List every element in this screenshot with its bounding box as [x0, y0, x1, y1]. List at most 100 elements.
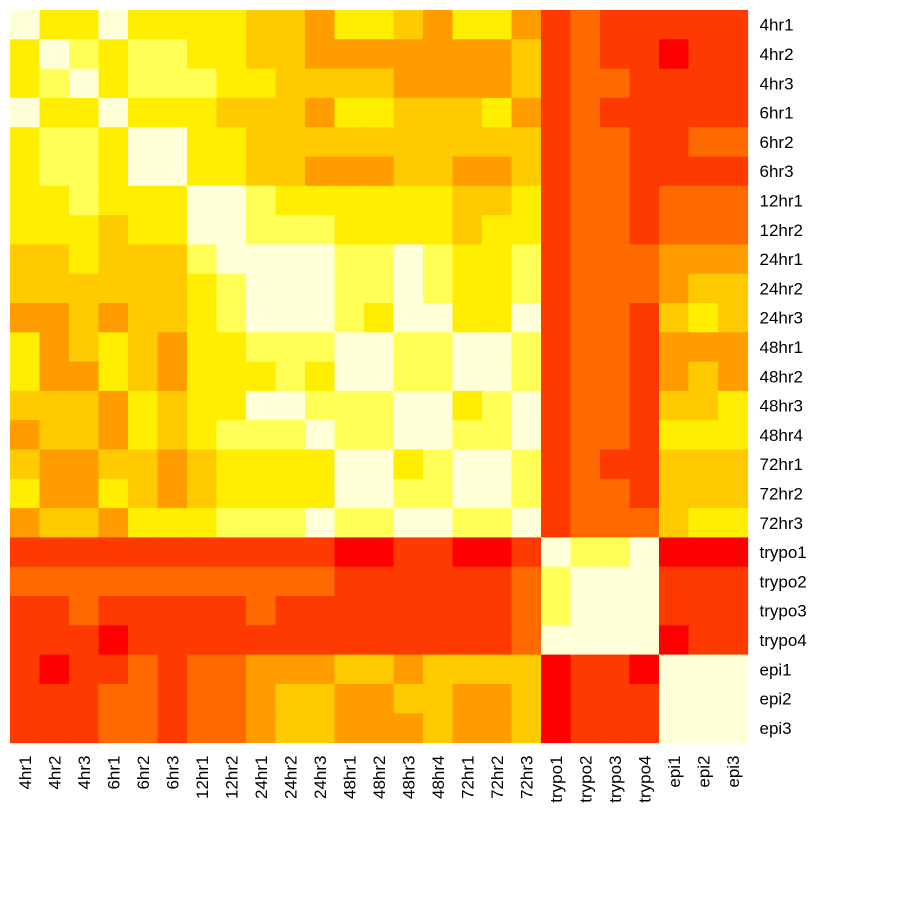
heatmap-cell — [246, 215, 277, 245]
heatmap-cell — [275, 127, 306, 158]
heatmap-cell — [39, 332, 70, 363]
heatmap-cell — [128, 215, 159, 245]
heatmap-cell — [393, 332, 424, 363]
heatmap-cell — [246, 508, 277, 538]
heatmap-cell — [688, 185, 719, 216]
heatmap-cell — [69, 244, 100, 275]
heatmap-cell — [629, 361, 660, 392]
heatmap-cell — [688, 10, 719, 40]
heatmap-cell — [246, 390, 277, 421]
heatmap-cell — [629, 68, 660, 99]
heatmap-cell — [511, 449, 542, 480]
heatmap-cell — [482, 332, 513, 363]
heatmap-cell — [688, 156, 719, 187]
heatmap-cell — [334, 537, 365, 568]
heatmap-cell — [659, 596, 690, 626]
column-label: 48hr3 — [399, 756, 418, 799]
heatmap-cell — [718, 537, 749, 568]
heatmap-cell — [393, 97, 424, 128]
heatmap-cell — [364, 127, 395, 158]
heatmap-cell — [187, 713, 218, 744]
heatmap-cell — [718, 713, 749, 744]
heatmap-cell — [10, 566, 41, 597]
heatmap-cell — [452, 478, 483, 509]
heatmap-cell — [629, 449, 660, 480]
heatmap-cell — [541, 303, 572, 333]
heatmap-cell — [39, 566, 70, 597]
heatmap-cell — [305, 537, 336, 568]
heatmap-cell — [393, 361, 424, 392]
heatmap-cell — [541, 625, 572, 656]
heatmap-cell — [187, 449, 218, 480]
heatmap-cell — [452, 273, 483, 304]
row-label: 72hr1 — [760, 455, 803, 474]
heatmap-cell — [187, 97, 218, 128]
heatmap-cell — [128, 361, 159, 392]
column-label: 4hr3 — [75, 756, 94, 790]
heatmap-cell — [39, 156, 70, 187]
heatmap-cell — [659, 390, 690, 421]
heatmap-cell — [69, 508, 100, 538]
heatmap-cell — [541, 449, 572, 480]
heatmap-cell — [511, 596, 542, 626]
heatmap-cell — [275, 273, 306, 304]
heatmap-cell — [187, 127, 218, 158]
heatmap-cell — [187, 420, 218, 451]
heatmap-cell — [482, 156, 513, 187]
heatmap-cell — [511, 683, 542, 714]
heatmap-cell — [629, 566, 660, 597]
heatmap-cell — [246, 303, 277, 333]
heatmap-cell — [570, 713, 601, 744]
heatmap-cell — [511, 390, 542, 421]
heatmap-cell — [98, 127, 129, 158]
heatmap-cell — [98, 508, 129, 538]
heatmap-cell — [157, 156, 188, 187]
heatmap-cell — [482, 390, 513, 421]
heatmap-cell — [334, 303, 365, 333]
column-label: 24hr1 — [252, 756, 271, 799]
heatmap-cell — [334, 244, 365, 275]
heatmap-cell — [39, 68, 70, 99]
heatmap-cell — [718, 303, 749, 333]
heatmap-cell — [305, 68, 336, 99]
row-label: 48hr2 — [760, 367, 803, 386]
heatmap-cell — [157, 713, 188, 744]
heatmap-cell — [688, 244, 719, 275]
heatmap-cell — [98, 303, 129, 333]
heatmap-cell — [157, 449, 188, 480]
heatmap-cell — [393, 215, 424, 245]
heatmap-cell — [69, 390, 100, 421]
heatmap-cell — [511, 273, 542, 304]
heatmap-cell — [541, 537, 572, 568]
heatmap-cell — [629, 713, 660, 744]
heatmap-cell — [393, 654, 424, 685]
heatmap-cell — [718, 185, 749, 216]
heatmap-cell — [98, 654, 129, 685]
heatmap-cell — [246, 596, 277, 626]
column-label: 48hr4 — [429, 756, 448, 799]
heatmap-cell — [216, 420, 247, 451]
heatmap-cell — [659, 10, 690, 40]
heatmap-cell — [128, 713, 159, 744]
heatmap-cell — [364, 478, 395, 509]
heatmap-cell — [423, 478, 454, 509]
heatmap-cell — [511, 244, 542, 275]
row-label: 72hr3 — [760, 514, 803, 533]
heatmap-cell — [10, 303, 41, 333]
heatmap-cell — [10, 215, 41, 245]
row-label: 48hr3 — [760, 397, 803, 416]
heatmap-cell — [128, 244, 159, 275]
heatmap-cell — [482, 244, 513, 275]
heatmap-cell — [216, 68, 247, 99]
heatmap-cell — [452, 244, 483, 275]
heatmap-cell — [629, 215, 660, 245]
heatmap-cell — [452, 713, 483, 744]
heatmap-cell — [187, 273, 218, 304]
heatmap-cell — [600, 390, 631, 421]
heatmap-cell — [216, 537, 247, 568]
heatmap-cell — [305, 508, 336, 538]
heatmap-cell — [98, 68, 129, 99]
heatmap-cell — [364, 713, 395, 744]
heatmap-cell — [10, 332, 41, 363]
